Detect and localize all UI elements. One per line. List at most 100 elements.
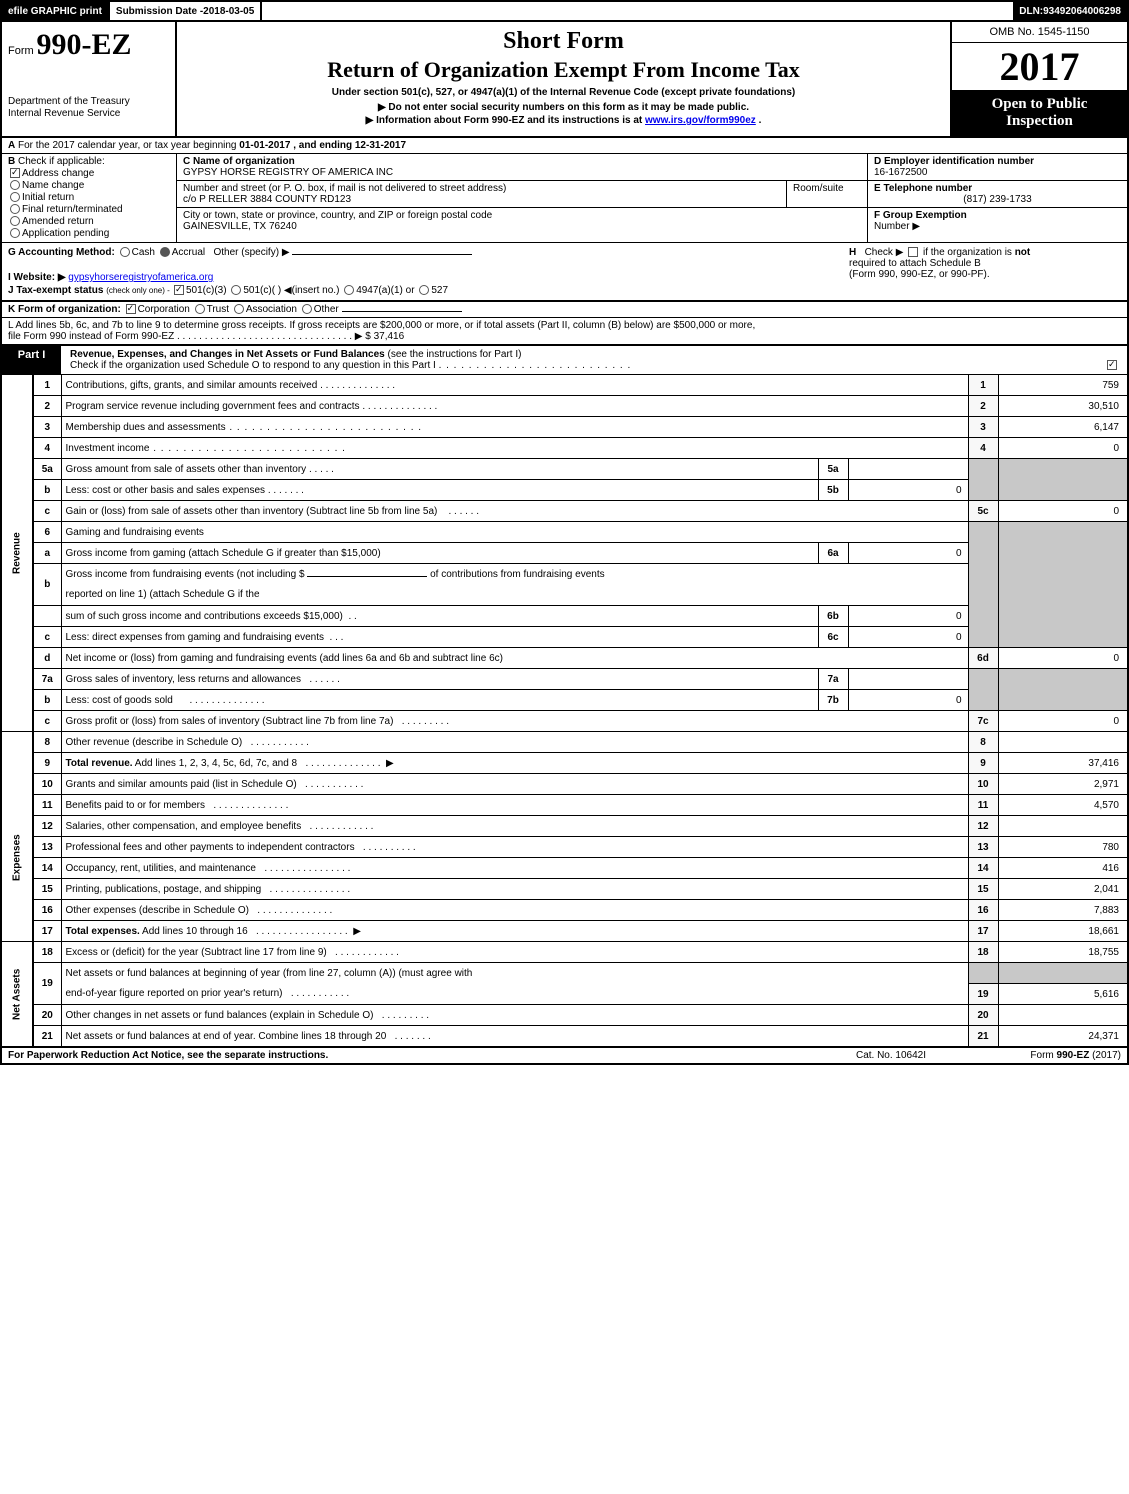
footer-form: Form 990-EZ (2017) [961, 1050, 1121, 1061]
desc-6b2: of contributions from fundraising events [430, 569, 605, 580]
ln-16: 16 [33, 900, 61, 921]
shade-cell [968, 669, 998, 711]
h-not: not [1015, 247, 1031, 258]
ln-7b: b [33, 690, 61, 711]
g-other-blank[interactable] [292, 254, 472, 255]
part1-title: Revenue, Expenses, and Changes in Net As… [70, 349, 388, 360]
desc-6b1: Gross income from fundraising events (no… [66, 569, 308, 580]
chk-trust[interactable] [195, 304, 205, 314]
chk-final-return[interactable]: Final return/terminated [8, 204, 170, 215]
footer-form-suffix: (2017) [1092, 1050, 1121, 1061]
ln-6c: c [33, 627, 61, 648]
chk-label: Amended return [22, 216, 94, 227]
desc-6: Gaming and fundraising events [61, 522, 968, 543]
desc-11: Benefits paid to or for members [66, 800, 206, 811]
subtitle-info: ▶ Information about Form 990-EZ and its … [181, 115, 946, 126]
box-d: D Employer identification number 16-1672… [868, 154, 1127, 181]
submission-date-label: Submission Date - [116, 6, 203, 17]
num-17: 17 [968, 921, 998, 942]
chk-amended-return[interactable]: Amended return [8, 216, 170, 227]
ln-9: 9 [33, 753, 61, 774]
ln-2: 2 [33, 396, 61, 417]
amt-4: 0 [998, 438, 1128, 459]
ln-21: 21 [33, 1026, 61, 1047]
ln-19: 19 [33, 963, 61, 1005]
subtitle-ssn: ▶ Do not enter social security numbers o… [181, 102, 946, 113]
h-text2: if the organization is [923, 247, 1015, 258]
chk-501c3[interactable] [174, 285, 184, 295]
l-text1: L Add lines 5b, 6c, and 7b to line 9 to … [8, 320, 755, 331]
desc-5b: Less: cost or other basis and sales expe… [66, 485, 266, 496]
org-name: GYPSY HORSE REGISTRY OF AMERICA INC [183, 167, 861, 178]
row-a-mid: , and ending [293, 140, 355, 151]
amt-19: 5,616 [998, 984, 1128, 1005]
num-1: 1 [968, 375, 998, 396]
chk-application-pending[interactable]: Application pending [8, 228, 170, 239]
box-e: E Telephone number (817) 239-1733 [868, 181, 1127, 208]
room-suite: Room/suite [787, 181, 867, 207]
chk-other-org[interactable] [302, 304, 312, 314]
mid-5a: 5a [818, 459, 848, 480]
section-bcdef: B Check if applicable: Address change Na… [0, 154, 1129, 242]
desc-6b3: reported on line 1) (attach Schedule G i… [61, 585, 968, 606]
shade-cell [968, 522, 998, 648]
ln-10: 10 [33, 774, 61, 795]
radio-accrual[interactable] [160, 247, 170, 257]
num-10: 10 [968, 774, 998, 795]
chk-schedule-o[interactable] [1107, 360, 1117, 370]
dln-cell: DLN: 93492064006298 [1013, 2, 1127, 20]
radio-cash[interactable] [120, 247, 130, 257]
k-other-blank[interactable] [342, 311, 462, 312]
j-note: (check only one) - [106, 286, 172, 295]
num-13: 13 [968, 837, 998, 858]
open-line1: Open to Public [954, 96, 1125, 113]
website-link[interactable]: gypsyhorseregistryofamerica.org [68, 272, 213, 283]
footer-paperwork: For Paperwork Reduction Act Notice, see … [8, 1050, 821, 1061]
amt-6d: 0 [998, 648, 1128, 669]
chk-corporation[interactable] [126, 304, 136, 314]
chk-name-change[interactable]: Name change [8, 180, 170, 191]
radio-icon [10, 180, 20, 190]
shade-cell [968, 963, 998, 984]
amt-13: 780 [998, 837, 1128, 858]
num-14: 14 [968, 858, 998, 879]
k-opt2: Association [246, 304, 297, 315]
title-return: Return of Organization Exempt From Incom… [181, 57, 946, 83]
subtitle-section: Under section 501(c), 527, or 4947(a)(1)… [181, 87, 946, 98]
chk-527[interactable] [419, 285, 429, 295]
shade-cell [998, 522, 1128, 648]
amt-12 [998, 816, 1128, 837]
radio-icon [10, 228, 20, 238]
city-label: City or town, state or province, country… [183, 210, 861, 221]
chk-4947[interactable] [344, 285, 354, 295]
info-link[interactable]: www.irs.gov/form990ez [645, 115, 756, 126]
j-opt2: 4947(a)(1) or [356, 285, 414, 296]
chk-address-change[interactable]: Address change [8, 168, 170, 179]
desc-8: Other revenue (describe in Schedule O) [66, 737, 243, 748]
desc-10: Grants and similar amounts paid (list in… [66, 779, 297, 790]
submission-date-value: 2018-03-05 [203, 6, 254, 17]
mid-5b: 5b [818, 480, 848, 501]
desc-16: Other expenses (describe in Schedule O) [66, 905, 249, 916]
g-accrual: Accrual [172, 247, 205, 258]
form-header: Form 990-EZ Department of the Treasury I… [0, 22, 1129, 138]
row-g: G Accounting Method: Cash Accrual Other … [8, 247, 841, 258]
j-opt1: 501(c)( ) ◀(insert no.) [243, 285, 339, 296]
mid-6b: 6b [818, 606, 848, 627]
amt-15: 2,041 [998, 879, 1128, 900]
blank-6b[interactable] [307, 576, 427, 577]
desc-20: Other changes in net assets or fund bala… [66, 1010, 374, 1021]
amt-21: 24,371 [998, 1026, 1128, 1047]
chk-501c[interactable] [231, 285, 241, 295]
desc-9-bold: Total revenue. [66, 758, 133, 769]
h-text3: required to attach Schedule B [849, 258, 1121, 269]
row-k: K Form of organization: Corporation Trus… [0, 302, 1129, 318]
desc-21: Net assets or fund balances at end of ye… [66, 1031, 387, 1042]
row-a-tax-year: A For the 2017 calendar year, or tax yea… [0, 138, 1129, 154]
chk-initial-return[interactable]: Initial return [8, 192, 170, 203]
chk-association[interactable] [234, 304, 244, 314]
ln-6d: d [33, 648, 61, 669]
i-label: I Website: ▶ [8, 272, 66, 283]
ln-3: 3 [33, 417, 61, 438]
chk-schedule-b[interactable] [908, 247, 918, 257]
